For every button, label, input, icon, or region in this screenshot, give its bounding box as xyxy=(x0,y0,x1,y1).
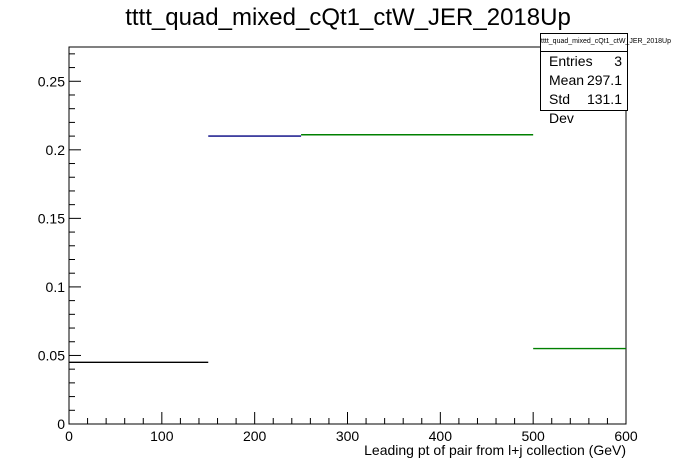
stats-stddev-label: Std Dev xyxy=(549,91,574,126)
histogram-bins xyxy=(69,134,626,364)
y-tick-label: 0.15 xyxy=(38,210,65,226)
x-tick-label: 600 xyxy=(614,428,638,444)
x-tick-label: 400 xyxy=(429,428,453,444)
stats-entries-row: Entries 3 xyxy=(541,52,627,71)
y-tick-label: 0.25 xyxy=(38,73,65,89)
y-tick-label: 0.1 xyxy=(46,279,66,295)
stats-mean-row: Mean 297.1 xyxy=(541,71,627,90)
stats-mean-value: 297.1 xyxy=(586,72,622,88)
x-tick-label: 200 xyxy=(243,428,267,444)
y-tick-label: 0.2 xyxy=(46,142,66,158)
x-tick-label: 0 xyxy=(65,428,73,444)
stats-title: tttt_quad_mixed_cQt1_ctW_JER_2018Up xyxy=(541,34,671,52)
x-tick-label: 500 xyxy=(521,428,545,444)
chart-title: tttt_quad_mixed_cQt1_ctW_JER_2018Up xyxy=(125,4,571,31)
stats-mean-label: Mean xyxy=(549,72,585,88)
stats-box: tttt_quad_mixed_cQt1_ctW_JER_2018Up Entr… xyxy=(540,33,671,126)
stats-stddev-row: Std Dev 131.1 xyxy=(541,90,627,126)
y-tick-label: 0 xyxy=(57,416,65,432)
x-axis-label: Leading pt of pair from l+j collection (… xyxy=(364,442,626,458)
x-tick-label: 100 xyxy=(150,428,174,444)
stats-stddev-value: 131.1 xyxy=(586,91,622,107)
y-tick-label: 0.05 xyxy=(38,347,65,363)
axes: 0 100 200 300 400 500 600 0 0.05 0.1 0.15 0.2 0.25 xyxy=(38,46,638,444)
stats-entries-value: 3 xyxy=(614,53,622,69)
x-tick-label: 300 xyxy=(336,428,360,444)
stats-entries-label: Entries xyxy=(549,53,593,69)
